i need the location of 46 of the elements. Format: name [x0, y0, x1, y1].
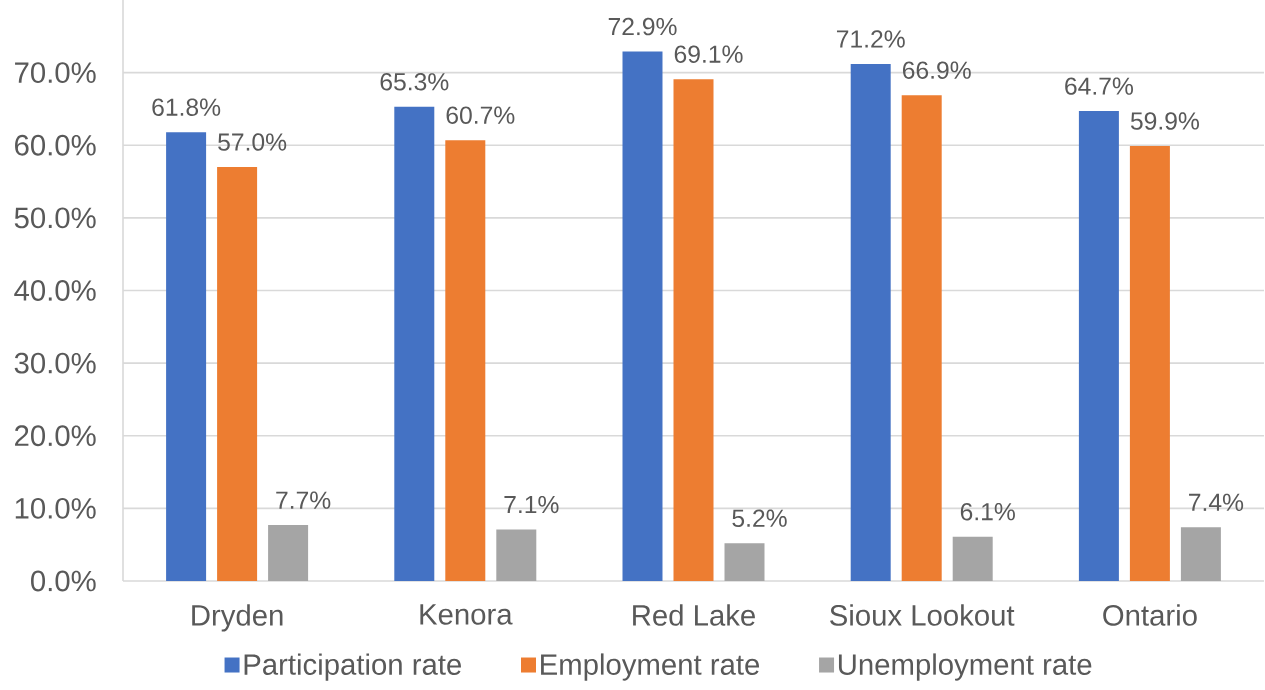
bar	[394, 106, 435, 581]
y-tick-label: 30.0%	[14, 352, 96, 374]
bar	[1180, 527, 1221, 581]
data-label: 7.4%	[1189, 493, 1244, 511]
data-label: 61.8%	[152, 98, 221, 116]
legend-label: Employment rate	[541, 653, 760, 681]
y-tick-label: 70.0%	[15, 62, 96, 84]
bar	[1078, 111, 1119, 581]
data-label: 66.9%	[902, 61, 971, 79]
data-label: 5.2%	[732, 509, 787, 527]
bar	[850, 63, 891, 581]
data-label: 69.1%	[674, 45, 743, 63]
bar	[166, 132, 207, 581]
data-label: 7.1%	[504, 495, 559, 514]
data-label: 57.0%	[218, 133, 287, 151]
bar	[901, 95, 942, 581]
data-label: 72.9%	[608, 17, 677, 36]
bar	[445, 140, 486, 581]
bar	[268, 525, 309, 581]
y-tick-label: 0.0%	[31, 570, 96, 592]
x-tick-label: Dryden	[192, 604, 283, 632]
y-tick-label: 10.0%	[15, 497, 96, 519]
bar	[673, 79, 714, 581]
data-label: 6.1%	[960, 502, 1015, 521]
bar	[622, 51, 663, 581]
data-label: 71.2%	[836, 30, 905, 48]
bar	[496, 529, 537, 581]
x-tick-label: Sioux Lookout	[830, 604, 1015, 626]
bar	[952, 536, 993, 581]
y-tick-label: 20.0%	[15, 425, 96, 447]
y-tick-label: 50.0%	[14, 207, 96, 229]
y-tick-label: 60.0%	[15, 134, 96, 156]
bar	[1129, 145, 1170, 581]
x-tick-label: Ontario	[1103, 604, 1197, 626]
legend-label: Unemployment rate	[838, 653, 1092, 681]
data-label: 65.3%	[380, 73, 449, 91]
data-label: 7.7%	[276, 491, 331, 509]
data-label: 59.9%	[1130, 112, 1199, 130]
y-tick-label: 40.0%	[14, 280, 96, 301]
bar	[724, 543, 765, 581]
data-label: 60.7%	[446, 106, 515, 124]
bar	[217, 167, 258, 581]
legend-label: Participation rate	[244, 653, 461, 681]
x-tick-label: Kenora	[420, 604, 513, 625]
x-tick-label: Red Lake	[633, 604, 755, 626]
data-label: 64.7%	[1065, 77, 1133, 95]
